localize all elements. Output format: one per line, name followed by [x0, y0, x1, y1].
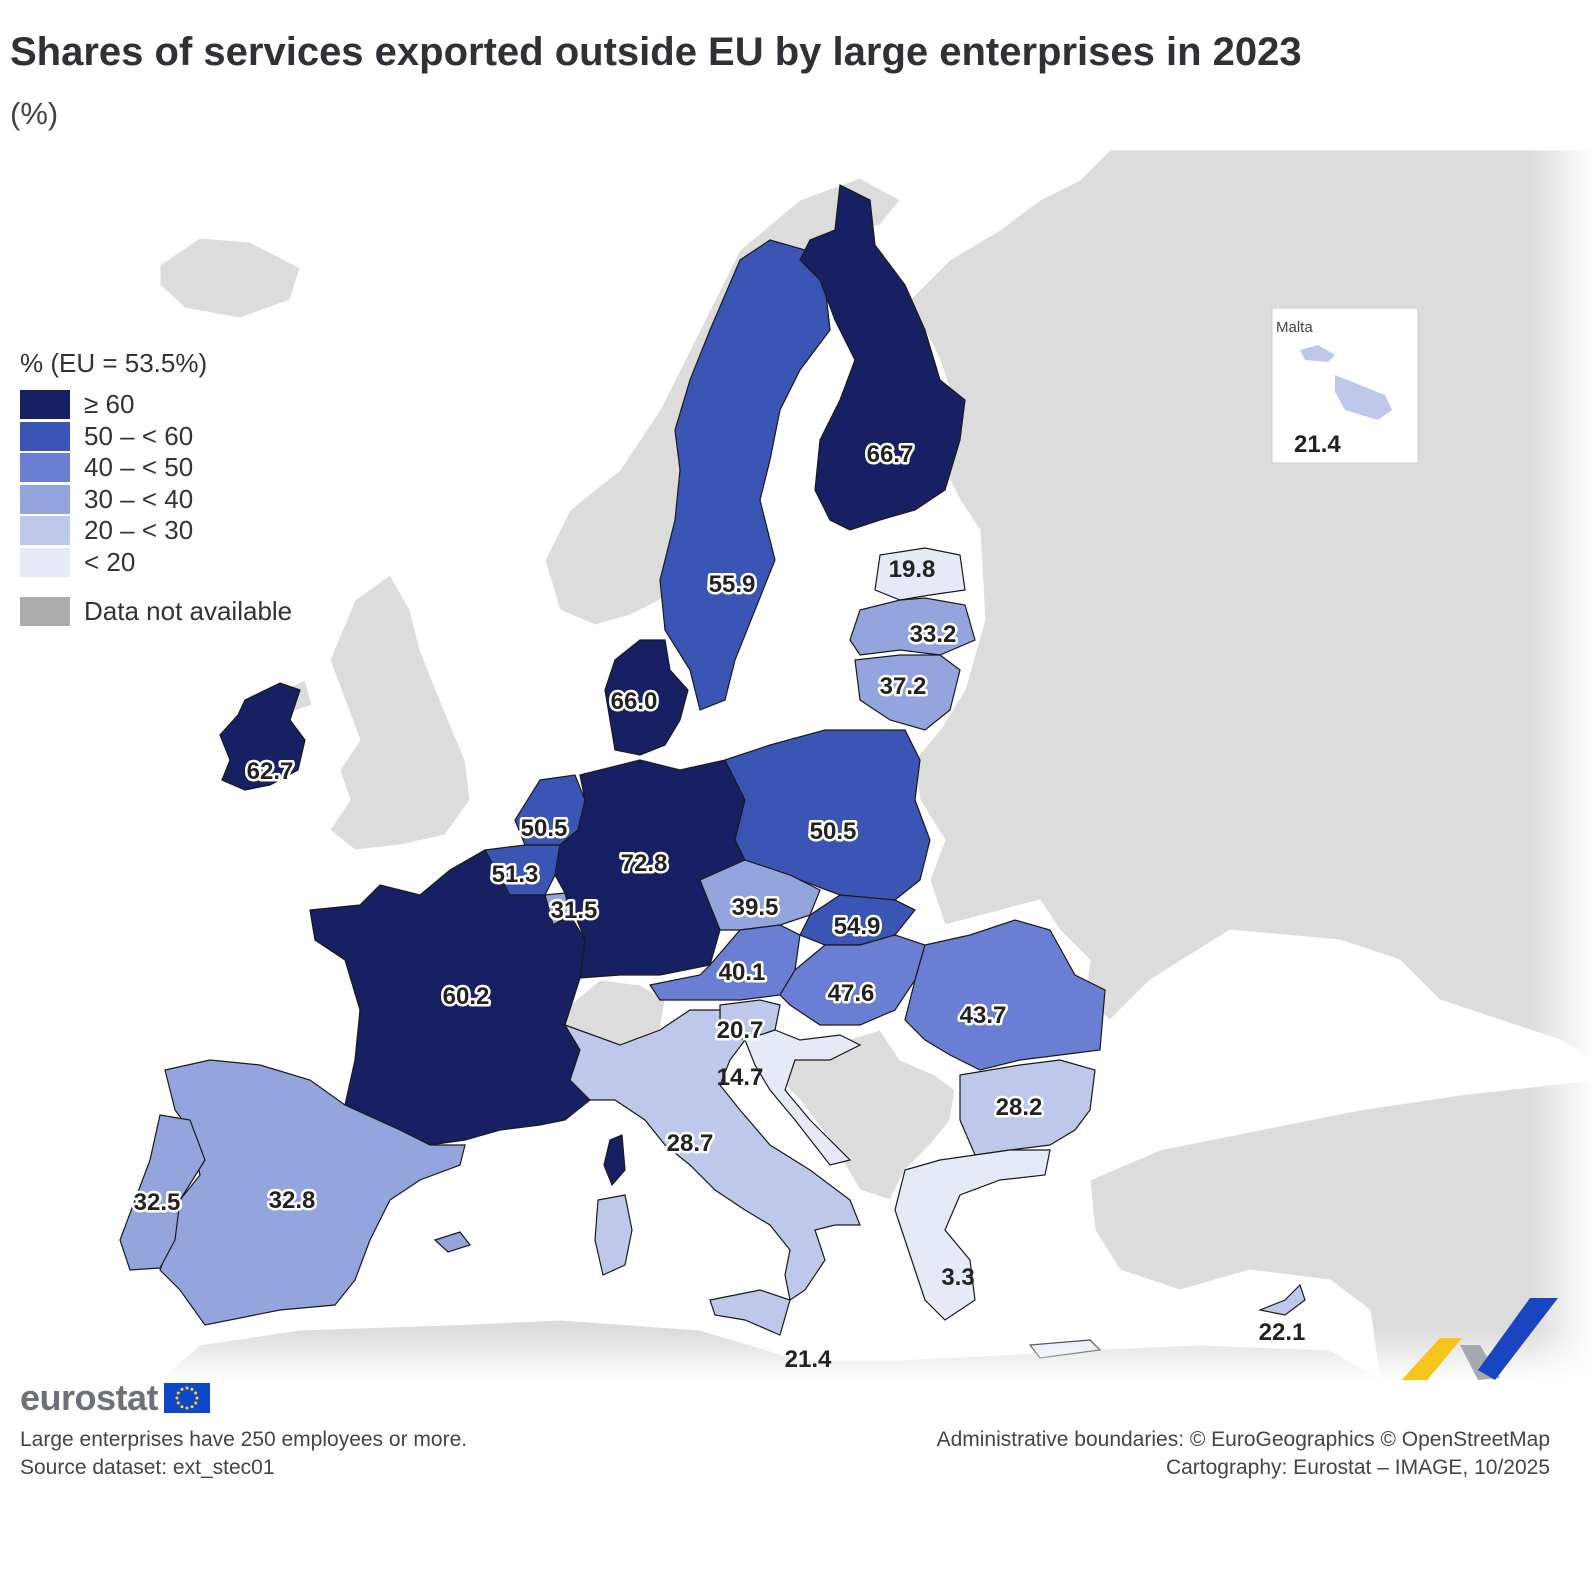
legend-class-label: 20 – < 30: [84, 515, 194, 546]
value-label-hungary: 47.6: [828, 980, 875, 1007]
legend-class: ≥ 60: [20, 389, 292, 421]
legend-class: 50 – < 60: [20, 421, 292, 453]
value-label-bulgaria: 28.2: [996, 1094, 1043, 1121]
legend-class-label: 50 – < 60: [84, 420, 194, 451]
logo-text: eurostat: [20, 1377, 159, 1418]
region-austria: [649, 924, 801, 1001]
region-ireland: [219, 682, 306, 791]
value-label-slovenia: 20.7: [717, 1017, 764, 1044]
map-fade-bottom: [0, 1330, 1594, 1380]
legend-na-label: Data not available: [84, 596, 293, 626]
value-label-sweden: 55.9: [709, 571, 756, 598]
value-label-netherlands: 50.5: [521, 815, 568, 842]
legend-swatch: [20, 547, 70, 577]
value-label-estonia: 19.8: [889, 556, 936, 583]
iceland: [159, 237, 301, 319]
region-latvia: [849, 597, 976, 656]
region-hungary: [779, 934, 926, 1026]
legend-swatch: [20, 453, 70, 483]
legend-title: % (EU = 53.5%): [20, 348, 208, 378]
value-label-france: 60.2: [443, 983, 490, 1010]
eu-flag-icon: [164, 1383, 211, 1413]
malta-inset: Malta 21.4: [1271, 307, 1419, 464]
legend-class-label: 40 – < 50: [84, 452, 194, 483]
region-croatia: [744, 1029, 862, 1166]
legend-swatch: [20, 516, 70, 546]
legend-class: 40 – < 50: [20, 452, 292, 484]
non-eu-land: [159, 149, 1594, 1380]
value-labels: 62.7 55.9 66.7 19.8 33.2 37.2 66.0 50.5 51.3 31.5…: [131, 439, 1306, 1374]
region-corsica: [603, 1134, 626, 1187]
value-label-austria: 40.1: [719, 959, 766, 986]
value-label-germany: 72.8: [621, 850, 668, 877]
unit-label: (%): [10, 96, 59, 131]
legend-class-label: 30 – < 40: [84, 483, 194, 514]
region-balearic: [433, 1231, 471, 1253]
region-cyprus: [1257, 1283, 1306, 1316]
value-label-denmark: 66.0: [611, 688, 658, 715]
value-label-greece: 3.3: [941, 1264, 974, 1291]
value-label-poland: 50.5: [810, 818, 857, 845]
legend-class: 20 – < 30: [20, 515, 292, 547]
legend-class: < 20: [20, 547, 292, 579]
region-romania: [904, 919, 1106, 1071]
map-title: Shares of services exported outside EU b…: [10, 30, 1302, 74]
map-fade-right: [1530, 150, 1594, 1380]
region-finland: [799, 184, 966, 531]
region-sicily: [709, 1289, 791, 1336]
region-lithuania: [854, 654, 961, 731]
value-label-romania: 43.7: [960, 1002, 1007, 1029]
value-label-lithuania: 37.2: [880, 673, 927, 700]
value-label-italy: 28.7: [667, 1130, 714, 1157]
region-sardinia: [594, 1194, 633, 1276]
legend: % (EU = 53.5%) ≥ 60 50 – < 60 40 – < 50 30 …: [20, 348, 292, 627]
value-label-czechia: 39.5: [732, 894, 779, 921]
value-label-slovakia: 54.9: [834, 913, 881, 940]
footer-notes: Large enterprises have 250 employees or …: [20, 1426, 467, 1482]
region-poland: [724, 729, 931, 901]
legend-swatch: [20, 390, 70, 420]
footer-source: Source dataset: ext_stec01: [20, 1456, 275, 1479]
legend-na-swatch: [20, 597, 70, 626]
footer-credits: Administrative boundaries: © EuroGeograp…: [937, 1426, 1550, 1482]
malta-inset-value: 21.4: [1294, 431, 1341, 458]
legend-swatch: [20, 421, 70, 451]
legend-na: Data not available: [20, 596, 292, 627]
great-britain: [329, 574, 471, 851]
legend-classes: ≥ 60 50 – < 60 40 – < 50 30 – < 40 20 – < 30…: [20, 389, 292, 578]
value-label-spain: 32.8: [269, 1187, 316, 1214]
corner-accent: [1401, 1298, 1558, 1380]
footer-boundaries: Administrative boundaries: © EuroGeograp…: [936, 1428, 1550, 1451]
region-sweden: [659, 239, 831, 711]
legend-class-label: < 20: [84, 546, 136, 577]
turkey-middle-east: [1089, 1079, 1594, 1380]
legend-swatch: [20, 484, 70, 514]
value-label-portugal: 32.5: [134, 1189, 181, 1216]
footer-cartography: Cartography: Eurostat – IMAGE, 10/2025: [1165, 1456, 1550, 1479]
region-italy: [563, 1009, 861, 1301]
europe-map: Malta 21.4 62.7 55.9 66.7 19.8 33.2 37.2 66.0 5…: [0, 149, 1594, 1380]
region-denmark: [604, 639, 689, 756]
value-label-croatia: 14.7: [717, 1064, 764, 1091]
value-label-belgium: 51.3: [492, 861, 539, 888]
legend-class-label: ≥ 60: [84, 389, 135, 420]
malta-island: [1300, 345, 1392, 420]
value-label-finland: 66.7: [867, 441, 914, 468]
region-bulgaria: [959, 1059, 1096, 1156]
value-label-ireland: 62.7: [247, 758, 294, 785]
eurostat-logo: eurostat: [20, 1377, 211, 1419]
footer-note: Large enterprises have 250 employees or …: [20, 1428, 468, 1451]
malta-inset-title: Malta: [1276, 319, 1313, 336]
value-label-malta: 21.4: [785, 1346, 832, 1373]
value-label-luxembourg: 31.5: [551, 897, 598, 924]
value-label-cyprus: 22.1: [1259, 1319, 1306, 1346]
region-portugal: [119, 1114, 206, 1271]
value-label-latvia: 33.2: [910, 621, 957, 648]
legend-class: 30 – < 40: [20, 484, 292, 516]
region-estonia: [874, 547, 966, 601]
region-greece: [894, 1149, 1051, 1321]
eu-countries: [119, 184, 1306, 1359]
western-balkans: [774, 1029, 956, 1201]
